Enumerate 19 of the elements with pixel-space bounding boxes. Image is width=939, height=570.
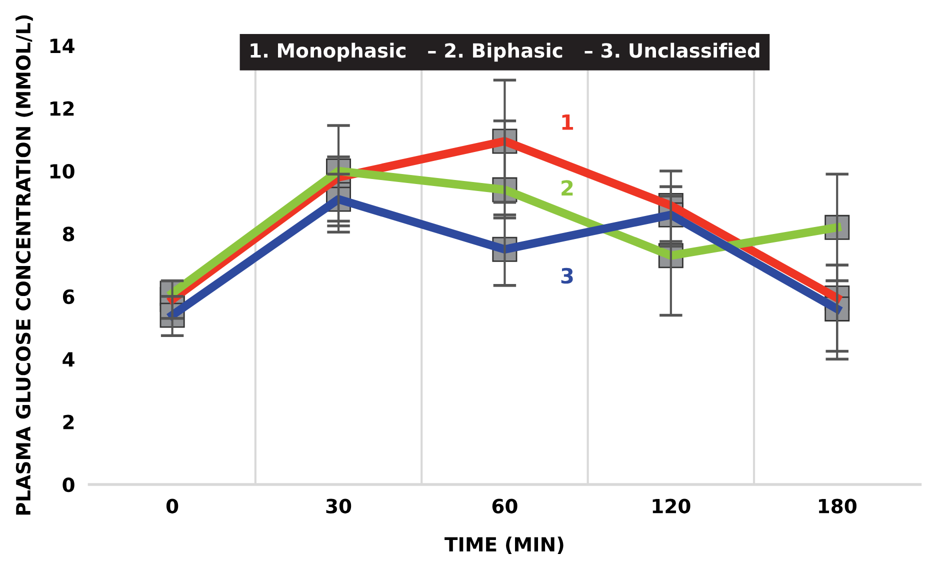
y-tick-label: 12 (50, 101, 74, 116)
annotation: 1 (562, 114, 574, 130)
y-tick-label: 8 (62, 226, 74, 242)
x-tick-label: 120 (652, 498, 690, 514)
x-tick-label: 180 (819, 498, 856, 514)
x-tick-label: 60 (492, 498, 518, 514)
x-tick-label: 30 (326, 498, 352, 514)
y-tick-label: 4 (62, 352, 74, 366)
y-axis-title: PLASMA GLUCOSE CONCENTRATION (MMOL/L) (16, 15, 33, 515)
annotation: 2 (562, 180, 573, 196)
x-tick-label: 0 (166, 498, 178, 514)
annotation: 3 (561, 268, 573, 284)
x-axis-title: TIME (MIN) (444, 536, 564, 554)
y-tick-label: 0 (62, 477, 74, 492)
y-tick-label: 10 (50, 164, 74, 179)
y-tick-label: 14 (50, 38, 74, 53)
y-tick-label: 2 (63, 414, 74, 430)
chart-title: 1. Monophasic – 2. Biphasic – 3. Unclassified (250, 42, 760, 62)
y-tick-label: 6 (62, 289, 74, 304)
